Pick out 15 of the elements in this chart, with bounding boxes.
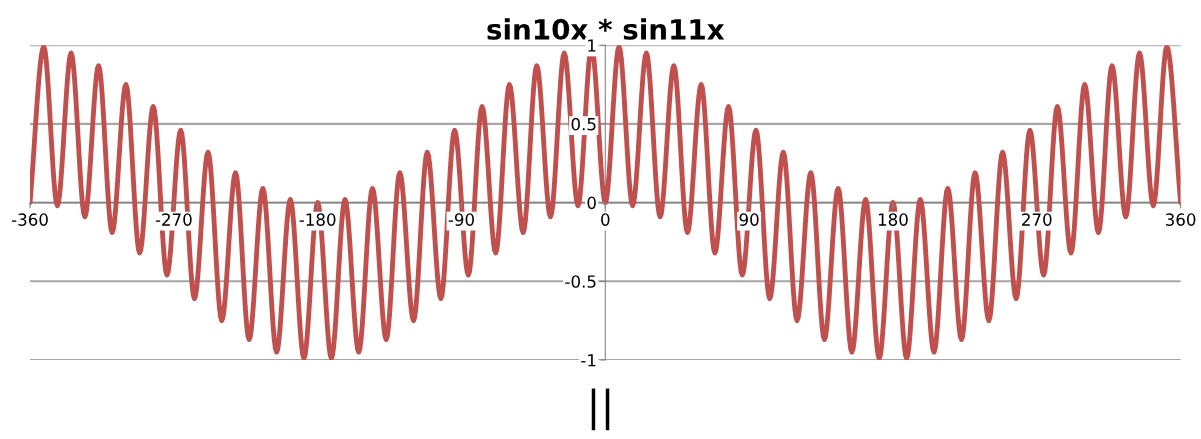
- x-tick-label: 90: [739, 213, 759, 226]
- x-tick-label: -270: [155, 213, 192, 226]
- text: ||: [591, 388, 610, 431]
- chart-title: sin10x * sin11x: [487, 18, 725, 40]
- x-tick-label: 180: [878, 213, 908, 226]
- y-tick-label: -0.5: [565, 275, 596, 288]
- x-tick-label: 360: [1165, 213, 1196, 226]
- x-tick-label: -180: [299, 213, 336, 226]
- y-tick-label: 0: [587, 196, 596, 210]
- x-tick-label: -360: [11, 213, 48, 226]
- x-tick-label: -90: [448, 213, 474, 226]
- x-tick-label: 0: [601, 213, 610, 226]
- y-tick-label: 0.5: [571, 117, 596, 131]
- y-tick-label: -1: [581, 354, 596, 367]
- x-tick-label: 270: [1022, 213, 1052, 226]
